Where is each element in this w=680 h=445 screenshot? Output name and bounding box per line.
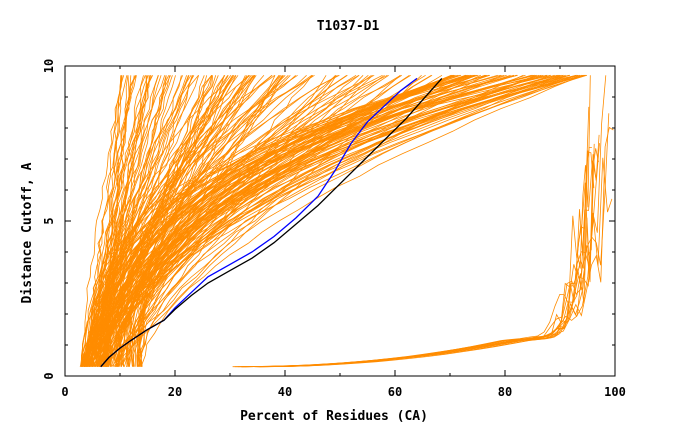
- model-curve: [241, 75, 591, 368]
- model-curve: [99, 74, 460, 367]
- y-axis: 0 5 10: [42, 59, 615, 380]
- y-tick-label: 0: [42, 372, 56, 379]
- model-curve: [84, 75, 128, 367]
- x-tick-label: 0: [61, 385, 68, 399]
- model-curves: [79, 74, 614, 368]
- x-tick-label: 40: [278, 385, 292, 399]
- x-tick-label: 60: [388, 385, 402, 399]
- model-curve: [137, 74, 511, 367]
- model-curve: [97, 74, 577, 367]
- model-curve: [96, 74, 489, 367]
- chart-title: T1037-D1: [317, 19, 380, 34]
- model-curve: [113, 75, 327, 367]
- model-curve: [80, 75, 125, 367]
- model-curve: [242, 151, 595, 368]
- model-curve: [138, 74, 454, 367]
- y-tick-label: 10: [42, 59, 56, 73]
- model-curve: [103, 74, 570, 367]
- model-curve: [140, 74, 584, 367]
- model-curve: [102, 75, 170, 367]
- model-curve: [129, 74, 518, 367]
- model-curve: [107, 74, 481, 367]
- model-curve: [102, 74, 454, 367]
- model-curve: [91, 75, 281, 367]
- model-curve: [81, 74, 250, 367]
- x-tick-label: 100: [604, 385, 626, 399]
- highlight-curve-black: [100, 77, 443, 368]
- model-curve: [106, 74, 577, 367]
- model-curve: [125, 74, 524, 367]
- model-curve: [139, 74, 547, 367]
- y-axis-title: Distance Cutoff, A: [20, 162, 35, 303]
- model-curve: [123, 74, 501, 367]
- y-tick-label: 5: [42, 217, 56, 224]
- model-curve: [91, 74, 476, 367]
- model-curve: [259, 106, 590, 368]
- model-curve: [100, 74, 468, 367]
- x-tick-label: 20: [168, 385, 182, 399]
- model-curve: [101, 74, 548, 367]
- model-curve: [129, 74, 517, 367]
- model-curve: [132, 74, 478, 367]
- x-tick-label: 80: [498, 385, 512, 399]
- model-curve: [80, 75, 296, 367]
- model-curve: [131, 74, 498, 367]
- model-curve: [115, 74, 475, 367]
- model-curve: [92, 74, 505, 367]
- x-axis-title: Percent of Residues (CA): [240, 409, 428, 424]
- model-curve: [96, 74, 588, 367]
- highlight-curves: [100, 77, 443, 368]
- x-axis: 0 20 40 60 80 100: [61, 66, 626, 399]
